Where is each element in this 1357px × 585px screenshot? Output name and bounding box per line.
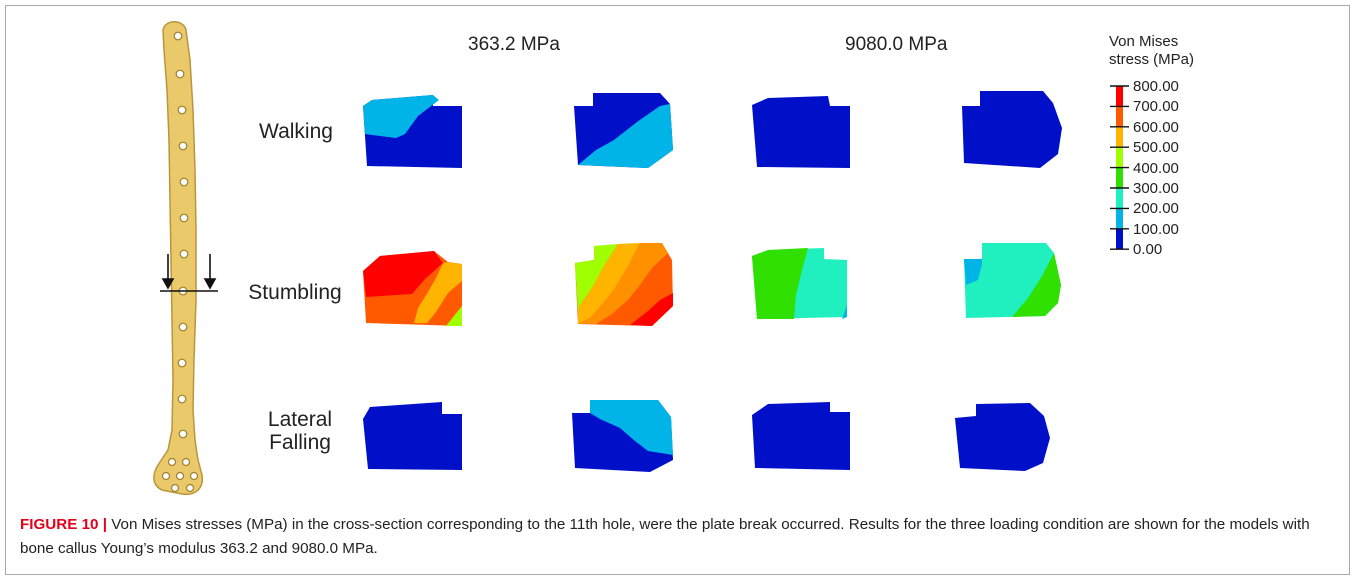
legend-tick-label-6: 300.00 [1133,180,1179,197]
section-arrow-right [203,254,217,290]
plate-hole-12 [178,429,188,439]
plate-hole-16 [175,471,185,481]
row-label-lateral: Lateral Falling [250,408,350,454]
legend-tick-label-7: 200.00 [1133,200,1179,218]
plate-hole-15 [161,471,171,481]
plate-hole-18 [170,483,180,493]
legend-swatch-4 [1116,147,1123,168]
legend-tick-label-3: 600.00 [1133,118,1179,136]
legend-tick-label-2: 700.00 [1133,98,1179,116]
column-header-363: 363.2 MPa [468,34,560,55]
legend-colorbar [1110,85,1129,250]
legend-swatch-3 [1116,126,1123,148]
caption-text: Von Mises stresses (MPa) in the cross-se… [20,516,1310,557]
plate-hole-1 [173,31,183,41]
legend-tick-label-1: 800.00 [1133,78,1179,95]
plate-hole-10 [177,358,187,368]
section-lateral-363-b [572,400,673,472]
legend-swatch-2 [1116,106,1123,127]
row-label-stumbling: Stumbling [248,281,342,304]
legend-tick-label-9: 0.00 [1133,241,1163,259]
row-label-walking: Walking [259,120,333,143]
row-label-lateral-line2: Falling [269,431,331,454]
legend-swatch-5 [1116,167,1123,188]
section-lateral-9080-b [955,403,1050,471]
section-walking-363-a [363,95,462,168]
plate-hole-17 [189,471,199,481]
plate-hole-6 [179,213,189,223]
plate-hole-2 [175,69,185,79]
legend-title-line1: Von Mises [1109,33,1179,50]
section-stumbling-363-b [575,243,673,326]
section-arrow-left [161,254,175,290]
plate-hole-9 [178,322,188,332]
plate-hole-19 [185,483,195,493]
plate-hole-7 [179,249,189,259]
section-stumbling-363-a [363,251,462,326]
plate-hole-4 [178,141,188,151]
section-walking-363-b [574,93,673,168]
column-header-9080: 9080.0 MPa [845,34,948,55]
legend-swatch-7 [1116,208,1123,229]
section-walking-9080-b [962,91,1062,168]
row-label-lateral-line1: Lateral [267,408,333,431]
plate-hole-13 [167,457,177,467]
legend-tick-label-4: 500.00 [1133,139,1179,157]
figure-frame [5,5,1350,575]
caption-label: FIGURE 10 | [20,516,107,533]
section-stumbling-9080-a [752,248,847,319]
figure-caption: FIGURE 10 | Von Mises stresses (MPa) in … [20,513,1338,561]
legend-tick-label-8: 100.00 [1133,220,1179,238]
plate-hole-3 [177,105,187,115]
bone-plate-body [153,21,204,496]
legend-title: Von Mises stress (MPa) [1109,33,1194,69]
plate-hole-14 [181,457,191,467]
legend-title-line2: stress (MPa) [1109,51,1195,68]
legend-swatch-8 [1116,228,1123,250]
legend-swatch-1 [1116,86,1123,107]
plate-hole-5 [179,177,189,187]
section-lateral-363-a [363,402,462,470]
bone-plate-illustration [153,21,218,496]
legend-swatch-6 [1116,188,1123,209]
section-walking-9080-a [752,96,850,168]
section-lateral-9080-a [752,402,850,470]
legend-tick-label-5: 400.00 [1133,159,1179,177]
section-stumbling-9080-b [964,243,1061,318]
plate-hole-11 [177,394,187,404]
